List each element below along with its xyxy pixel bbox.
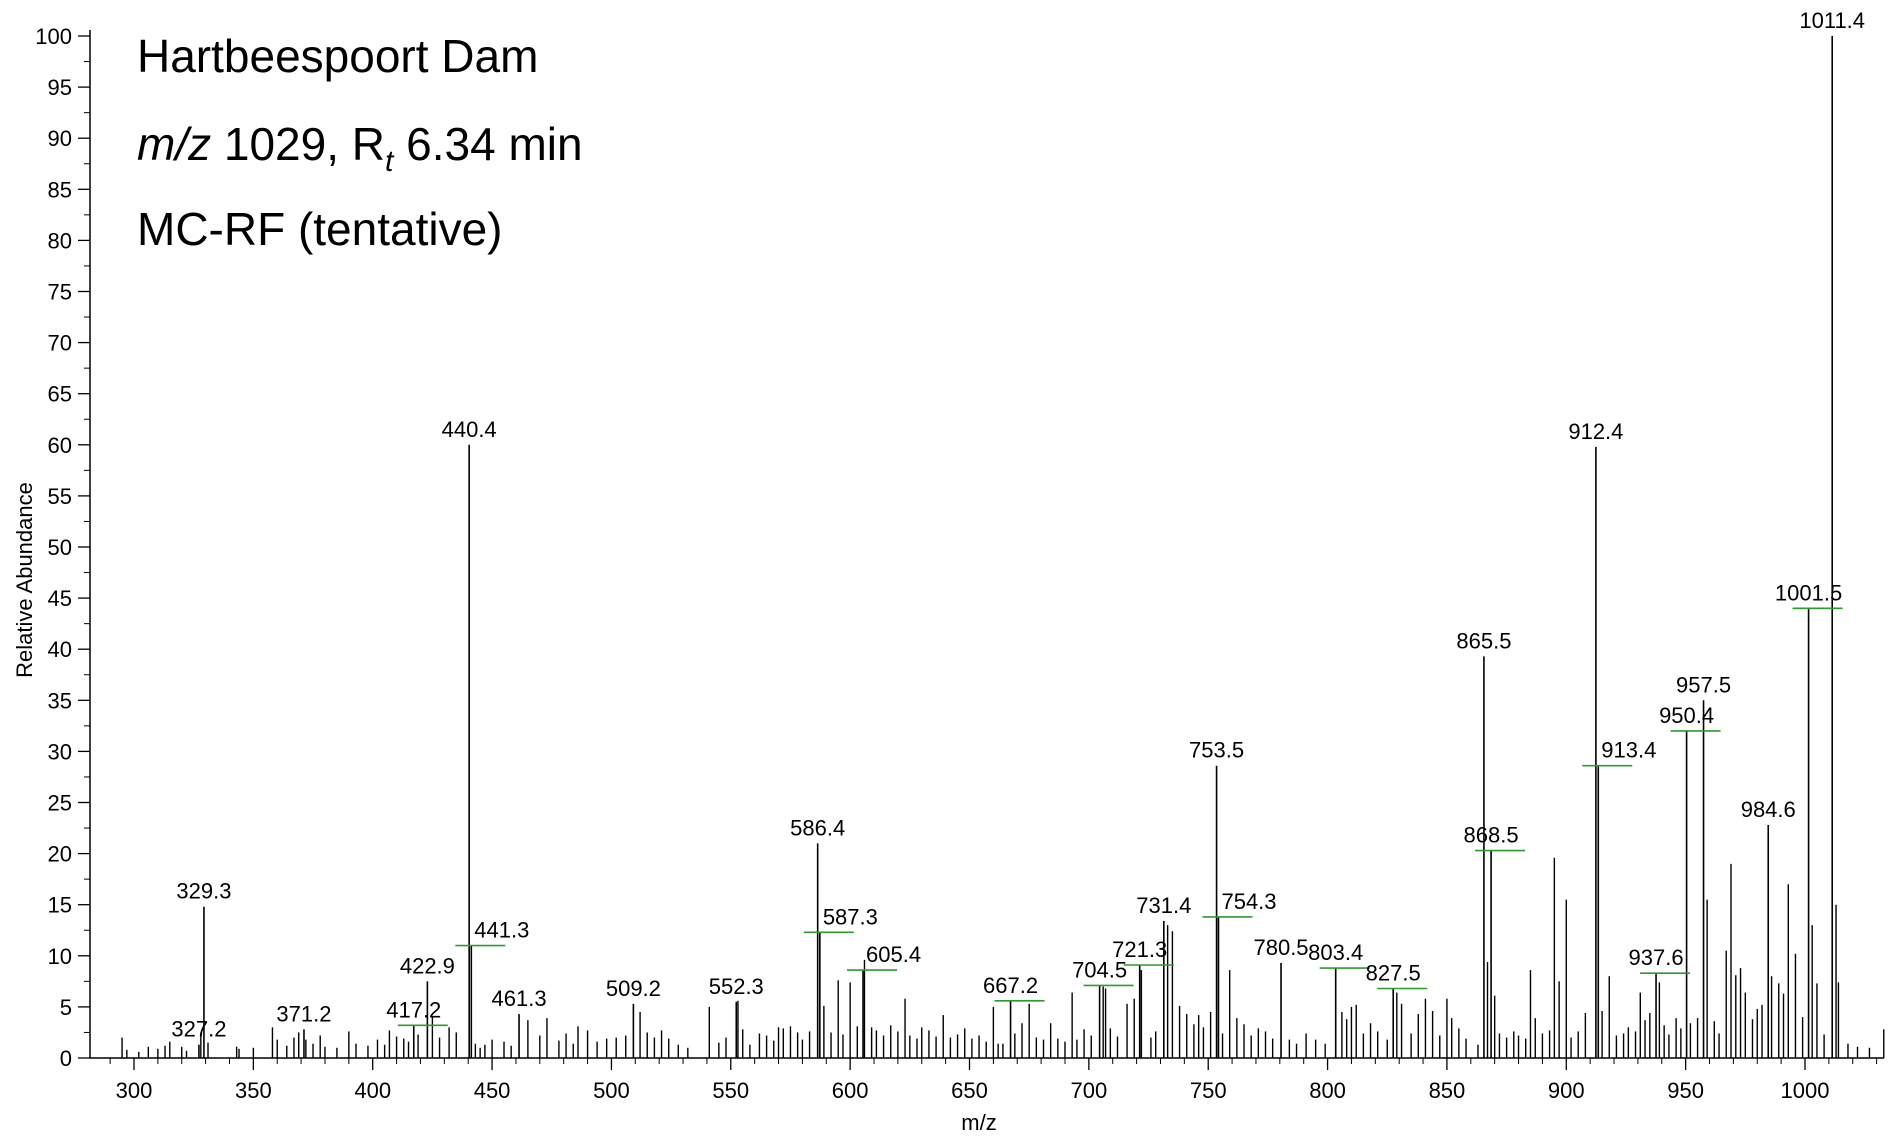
y-tick-label: 40: [48, 637, 72, 662]
y-tick-label: 20: [48, 842, 72, 867]
y-tick-label: 45: [48, 586, 72, 611]
x-tick-label: 750: [1190, 1078, 1227, 1103]
peak-label: 509.2: [606, 976, 661, 1001]
peak-label: 461.3: [492, 986, 547, 1011]
y-tick-label: 70: [48, 331, 72, 356]
isotope-markers: [397, 607, 1843, 1027]
peak-label: 803.4: [1308, 940, 1363, 965]
peak-label: 1001.5: [1775, 580, 1842, 605]
y-tick-label: 35: [48, 688, 72, 713]
title-line-3: MC-RF (tentative): [137, 203, 502, 255]
peak-label: 440.4: [442, 417, 497, 442]
y-ticks: 0 5 10 15 20 25 30 35 40 45 50 55 60 65 70 75 80 85 90 95 10…: [35, 24, 90, 1071]
x-tick-label: 600: [832, 1078, 869, 1103]
peak-label: 552.3: [709, 974, 764, 999]
peak-label: 827.5: [1366, 961, 1421, 986]
peak-label: 912.4: [1568, 419, 1623, 444]
title-line-2-sub: t: [385, 145, 395, 178]
x-tick-label: 900: [1548, 1078, 1585, 1103]
y-tick-label: 50: [48, 535, 72, 560]
y-tick-label: 30: [48, 739, 72, 764]
x-tick-label: 550: [712, 1078, 749, 1103]
peak-label: 422.9: [400, 953, 455, 978]
peak-label: 868.5: [1464, 823, 1519, 848]
x-axis-label: m/z: [961, 1110, 996, 1135]
peak-label: 937.6: [1629, 945, 1684, 970]
peak-label: 780.5: [1253, 935, 1308, 960]
x-tick-label: 300: [116, 1078, 153, 1103]
y-tick-label: 15: [48, 893, 72, 918]
y-tick-label: 0: [60, 1046, 72, 1071]
title-line-2-value: 1029, R: [211, 118, 385, 170]
y-tick-label: 10: [48, 944, 72, 969]
x-tick-label: 950: [1667, 1078, 1704, 1103]
y-tick-label: 100: [35, 24, 72, 49]
y-tick-label: 80: [48, 228, 72, 253]
peak-label: 913.4: [1601, 738, 1656, 763]
peak-bars: [121, 36, 1885, 1058]
x-ticks: 300 350 400 450 500 550 600 650 700 750 800 850 900 9…: [109, 1058, 1878, 1103]
x-tick-label: 450: [474, 1078, 511, 1103]
peak-label: 329.3: [176, 879, 231, 904]
title-line-2-mz: m/z: [137, 118, 211, 170]
y-tick-label: 25: [48, 791, 72, 816]
peak-label: 327.2: [171, 1017, 226, 1042]
x-tick-label: 850: [1429, 1078, 1466, 1103]
x-tick-label: 1000: [1781, 1078, 1830, 1103]
peak-label: 754.3: [1221, 889, 1276, 914]
x-tick-label: 800: [1309, 1078, 1346, 1103]
y-tick-label: 65: [48, 382, 72, 407]
peak-label: 950.4: [1659, 703, 1714, 728]
y-tick-label: 75: [48, 280, 72, 305]
peak-label: 587.3: [823, 904, 878, 929]
peak-label: 957.5: [1676, 672, 1731, 697]
title-line-1: Hartbeespoort Dam: [137, 30, 538, 82]
y-tick-label: 90: [48, 126, 72, 151]
y-axis-label: Relative Abundance: [12, 482, 37, 678]
peak-label: 667.2: [983, 973, 1038, 998]
peak-label: 753.5: [1189, 738, 1244, 763]
x-tick-label: 650: [951, 1078, 988, 1103]
peak-label: 417.2: [386, 997, 441, 1022]
y-tick-label: 5: [60, 995, 72, 1020]
peak-label: 605.4: [866, 942, 921, 967]
peak-label: 441.3: [474, 918, 529, 943]
peak-label: 704.5: [1072, 957, 1127, 982]
peak-label: 984.6: [1741, 797, 1796, 822]
chart-title: Hartbeespoort Dam m/z 1029, Rt 6.34 min …: [137, 30, 583, 255]
peak-label: 865.5: [1456, 628, 1511, 653]
x-tick-label: 400: [354, 1078, 391, 1103]
y-tick-label: 60: [48, 433, 72, 458]
y-tick-label: 95: [48, 75, 72, 100]
peak-labels: 327.2 329.3 371.2 417.2 422.9 440.4 441.3 461.3…: [171, 8, 1865, 1042]
title-line-2: m/z 1029, Rt 6.34 min: [137, 118, 583, 178]
title-line-2-rt: 6.34 min: [393, 118, 582, 170]
y-tick-label: 55: [48, 484, 72, 509]
x-tick-label: 700: [1070, 1078, 1107, 1103]
peak-label: 731.4: [1136, 893, 1191, 918]
y-tick-label: 85: [48, 177, 72, 202]
x-tick-label: 350: [235, 1078, 272, 1103]
peak-label: 1011.4: [1799, 8, 1865, 33]
peak-label: 721.3: [1112, 937, 1167, 962]
x-tick-label: 500: [593, 1078, 630, 1103]
peak-label: 371.2: [276, 1001, 331, 1026]
peak-label: 586.4: [790, 815, 845, 840]
